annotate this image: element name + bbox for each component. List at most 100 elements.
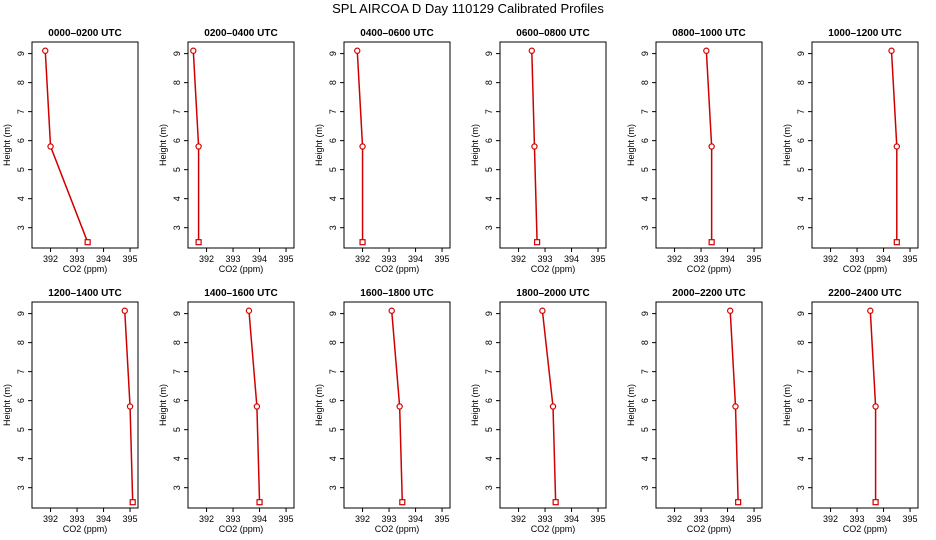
panel-10: 1800–2000 UTC 392 393 394 395 3 4 5 6 7 8 9 CO2 (ppm…	[470, 288, 607, 534]
x-tick-label: 394	[252, 514, 267, 524]
panel-6: 1000–1200 UTC 392 393 394 395 3 4 5 6 7 8 9 CO2 (ppm…	[782, 28, 919, 274]
y-tick-label: 9	[484, 311, 494, 316]
plot-frame	[811, 301, 919, 509]
x-axis-label: CO2 (ppm)	[687, 524, 732, 534]
y-tick-label: 9	[640, 311, 650, 316]
x-tick-label: 394	[252, 254, 267, 264]
x-tick-label: 393	[850, 514, 865, 524]
y-tick-label: 6	[640, 398, 650, 403]
y-tick-label: 3	[640, 225, 650, 230]
data-point-circle	[253, 403, 261, 410]
y-tick-label: 6	[796, 138, 806, 143]
x-tick-label: 392	[511, 514, 526, 524]
y-tick-label: 4	[16, 456, 26, 461]
y-tick-label: 4	[172, 456, 182, 461]
y-tick-label: 7	[328, 109, 338, 114]
y-tick-label: 5	[172, 427, 182, 432]
y-tick-label: 8	[640, 80, 650, 85]
x-tick-label: 395	[591, 514, 606, 524]
y-tick-label: 4	[484, 196, 494, 201]
y-tick-label: 8	[796, 340, 806, 345]
y-tick-label: 4	[484, 456, 494, 461]
x-axis-label: CO2 (ppm)	[843, 264, 888, 274]
x-axis-label: CO2 (ppm)	[375, 524, 420, 534]
y-tick-label: 8	[16, 340, 26, 345]
y-tick-label: 9	[172, 311, 182, 316]
y-tick-label: 3	[16, 225, 26, 230]
x-tick-label: 395	[123, 514, 138, 524]
x-axis-label: CO2 (ppm)	[843, 524, 888, 534]
x-axis-label: CO2 (ppm)	[531, 524, 576, 534]
panel-title: 2200–2400 UTC	[828, 288, 901, 299]
x-tick-label: 392	[355, 254, 370, 264]
x-tick-label: 395	[747, 254, 762, 264]
y-tick-label: 7	[172, 369, 182, 374]
x-axis-label: CO2 (ppm)	[687, 264, 732, 274]
data-point-square	[129, 499, 136, 506]
data-point-circle	[893, 143, 901, 150]
x-tick-label: 394	[96, 514, 111, 524]
x-tick-label: 393	[850, 254, 865, 264]
panel-3: 0400–0600 UTC 392 393 394 395 3 4 5 6 7 8 9 CO2 (ppm…	[314, 28, 451, 274]
data-point-square	[84, 239, 91, 246]
y-tick-label: 5	[172, 167, 182, 172]
x-tick-label: 392	[667, 514, 682, 524]
y-tick-label: 3	[640, 485, 650, 490]
data-point-square	[552, 499, 559, 506]
data-point-circle	[732, 403, 739, 410]
y-tick-label: 6	[484, 398, 494, 403]
data-point-circle	[359, 143, 366, 150]
data-point-square	[256, 499, 263, 506]
y-axis-label: Height (m)	[626, 124, 636, 166]
figure-title: SPL AIRCOA D Day 110129 Calibrated Profi…	[332, 1, 604, 16]
x-tick-label: 393	[538, 254, 553, 264]
plot-frame	[499, 301, 607, 509]
y-axis-label: Height (m)	[782, 124, 792, 166]
y-tick-label: 3	[16, 485, 26, 490]
x-tick-label: 393	[382, 514, 397, 524]
y-tick-label: 9	[16, 51, 26, 56]
x-tick-label: 394	[408, 514, 423, 524]
y-tick-label: 3	[796, 485, 806, 490]
y-axis-label: Height (m)	[314, 384, 324, 426]
x-tick-label: 393	[226, 514, 241, 524]
y-tick-label: 9	[796, 51, 806, 56]
x-tick-label: 392	[199, 514, 214, 524]
panel-title: 2000–2200 UTC	[672, 288, 745, 299]
x-axis-label: CO2 (ppm)	[531, 264, 576, 274]
data-point-circle	[888, 47, 895, 54]
y-axis-label: Height (m)	[470, 124, 480, 166]
plot-frame	[187, 41, 295, 249]
x-tick-label: 393	[538, 514, 553, 524]
x-tick-label: 393	[70, 254, 85, 264]
y-tick-label: 6	[484, 138, 494, 143]
y-tick-label: 7	[640, 369, 650, 374]
y-axis-label: Height (m)	[158, 384, 168, 426]
y-tick-label: 4	[172, 196, 182, 201]
panel-title: 1800–2000 UTC	[516, 288, 589, 299]
y-tick-label: 4	[796, 196, 806, 201]
x-tick-label: 395	[279, 514, 294, 524]
x-tick-label: 393	[694, 514, 709, 524]
plot-frame	[187, 301, 295, 509]
y-tick-label: 8	[328, 80, 338, 85]
y-tick-label: 8	[484, 340, 494, 345]
data-point-circle	[872, 403, 879, 410]
y-tick-label: 9	[16, 311, 26, 316]
data-point-circle	[549, 403, 557, 410]
x-tick-label: 393	[382, 254, 397, 264]
panel-4: 0600–0800 UTC 392 393 394 395 3 4 5 6 7 8 9 CO2 (ppm…	[470, 28, 607, 274]
data-point-circle	[354, 47, 361, 54]
y-axis-label: Height (m)	[314, 124, 324, 166]
y-tick-label: 6	[16, 398, 26, 403]
plot-frame	[811, 41, 919, 249]
y-tick-label: 4	[328, 456, 338, 461]
y-tick-label: 6	[172, 398, 182, 403]
y-tick-label: 6	[16, 138, 26, 143]
data-point-circle	[121, 307, 128, 314]
y-tick-label: 4	[640, 456, 650, 461]
x-tick-label: 393	[694, 254, 709, 264]
panel-2: 0200–0400 UTC 392 393 394 395 3 4 5 6 7 8 9 CO2 (ppm…	[158, 28, 295, 274]
data-point-circle	[708, 143, 715, 150]
